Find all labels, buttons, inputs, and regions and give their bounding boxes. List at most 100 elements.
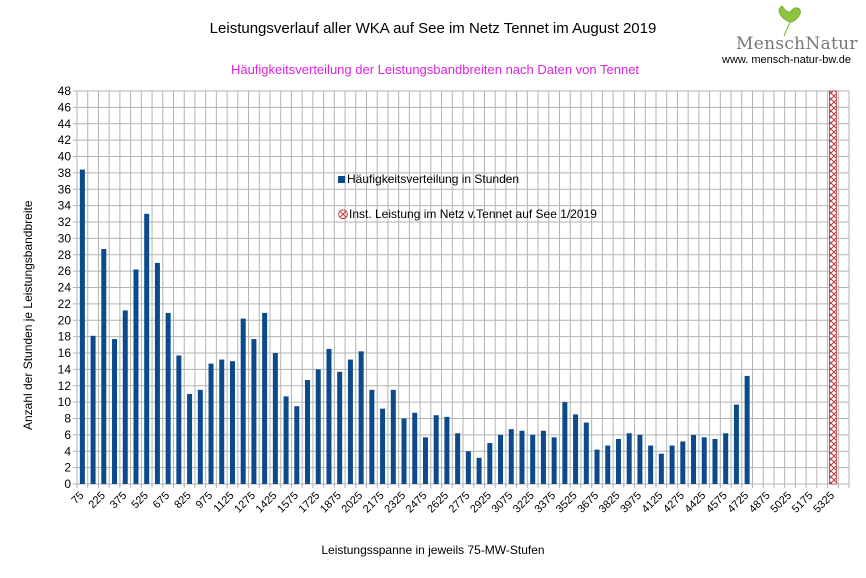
chart-title: Leistungsverlauf aller WKA auf See im Ne… bbox=[0, 20, 866, 37]
y-tick-label: 22 bbox=[58, 297, 72, 311]
y-axis-label: Anzahl der Stunden je Leistungsbandbreit… bbox=[21, 200, 35, 431]
bar bbox=[487, 443, 493, 484]
x-axis-ticks: 75 225 375 525 675 825 97511251275142515751725… bbox=[69, 490, 837, 516]
x-tick-label: 3525 bbox=[554, 490, 580, 516]
x-tick-label: 4425 bbox=[683, 490, 709, 516]
y-tick-label: 10 bbox=[58, 395, 72, 409]
x-tick-label: 4575 bbox=[704, 490, 730, 516]
y-tick-label: 18 bbox=[58, 330, 72, 344]
bar bbox=[208, 363, 214, 484]
bar bbox=[187, 393, 193, 484]
x-tick-label: 5025 bbox=[768, 490, 794, 516]
chart-subtitle: Häufigkeitsverteilung der Leistungsbandb… bbox=[230, 62, 640, 77]
bar bbox=[380, 408, 386, 484]
bar bbox=[701, 437, 707, 484]
bar bbox=[530, 434, 536, 484]
y-tick-label: 2 bbox=[64, 461, 71, 475]
bar bbox=[101, 249, 107, 484]
bar bbox=[540, 430, 546, 484]
x-tick-label: 1425 bbox=[254, 490, 280, 516]
legend-label-frequency: Häufigkeitsverteilung in Stunden bbox=[347, 172, 520, 186]
bar bbox=[412, 412, 418, 484]
bar bbox=[455, 433, 461, 484]
bar bbox=[154, 262, 160, 484]
x-axis-label: Leistungsspanne in jeweils 75-MW-Stufen bbox=[321, 543, 545, 557]
bar bbox=[79, 169, 85, 484]
bar bbox=[433, 415, 439, 484]
logo-name: MenschNatur bbox=[736, 34, 858, 54]
bar bbox=[498, 434, 504, 484]
x-tick-label: 4875 bbox=[747, 490, 773, 516]
x-tick-label: 2775 bbox=[447, 490, 473, 516]
legend-swatch-bar bbox=[338, 176, 345, 184]
x-tick-label: 2925 bbox=[468, 490, 494, 516]
bar bbox=[648, 445, 654, 484]
x-tick-label: 2025 bbox=[339, 490, 365, 516]
y-tick-label: 20 bbox=[58, 313, 72, 327]
bar bbox=[251, 339, 257, 484]
x-tick-label: 3675 bbox=[575, 490, 601, 516]
x-tick-label: 3825 bbox=[597, 490, 623, 516]
bars bbox=[79, 90, 837, 485]
y-tick-label: 24 bbox=[58, 281, 72, 295]
bar bbox=[197, 389, 203, 484]
bar bbox=[626, 433, 632, 484]
y-tick-label: 0 bbox=[64, 477, 71, 491]
x-tick-label: 5175 bbox=[790, 490, 816, 516]
logo-url: www. mensch-natur-bw.de bbox=[722, 54, 851, 66]
bar bbox=[262, 312, 268, 484]
x-tick-label: 1125 bbox=[211, 490, 236, 515]
bar bbox=[680, 441, 686, 484]
bar bbox=[294, 406, 300, 484]
legend-label-installed: Inst. Leistung im Netz v.Tennet auf See … bbox=[349, 207, 597, 221]
bar bbox=[358, 351, 364, 484]
bar bbox=[723, 433, 729, 484]
installed-capacity-bar bbox=[829, 90, 837, 485]
x-tick-label: 825 bbox=[172, 490, 193, 511]
x-tick-label: 4125 bbox=[640, 490, 666, 516]
y-tick-label: 8 bbox=[64, 412, 71, 426]
y-tick-label: 48 bbox=[58, 84, 72, 98]
x-tick-label: 3975 bbox=[618, 490, 644, 516]
x-tick-label: 4725 bbox=[725, 490, 751, 516]
x-tick-label: 3375 bbox=[532, 490, 558, 516]
y-tick-label: 36 bbox=[58, 182, 72, 196]
bar bbox=[444, 416, 450, 484]
x-tick-label: 1725 bbox=[297, 490, 323, 516]
y-axis-ticks: 0246810121416182022242628303234363840424… bbox=[58, 84, 72, 491]
x-tick-label: 2325 bbox=[382, 490, 408, 516]
bar bbox=[519, 430, 525, 484]
bar bbox=[422, 437, 428, 484]
y-tick-label: 4 bbox=[64, 444, 71, 458]
x-tick-label: 3225 bbox=[511, 490, 537, 516]
bar bbox=[465, 451, 471, 484]
y-tick-label: 44 bbox=[58, 117, 72, 131]
chart-title-text: Leistungsverlauf aller WKA auf See im Ne… bbox=[209, 20, 657, 37]
y-tick-label: 34 bbox=[58, 199, 72, 213]
bar bbox=[219, 359, 225, 484]
bar bbox=[133, 269, 139, 484]
y-tick-label: 16 bbox=[58, 346, 72, 360]
bar bbox=[305, 380, 311, 484]
y-tick-label: 38 bbox=[58, 166, 72, 180]
bar bbox=[112, 339, 118, 484]
bar bbox=[369, 389, 375, 484]
y-tick-label: 30 bbox=[58, 231, 72, 245]
bar bbox=[315, 369, 321, 484]
bar bbox=[476, 457, 482, 484]
bar bbox=[390, 389, 396, 484]
x-tick-label: 2175 bbox=[361, 490, 387, 516]
bar bbox=[691, 434, 697, 484]
y-tick-label: 40 bbox=[58, 150, 72, 164]
x-tick-label: 225 bbox=[86, 490, 107, 511]
x-tick-label: 1875 bbox=[318, 490, 344, 516]
bar bbox=[615, 438, 621, 484]
bar bbox=[401, 418, 407, 484]
legend-swatch-hatch-icon: ⨂ bbox=[338, 209, 348, 221]
legend-item-installed: ⨂Inst. Leistung im Netz v.Tennet auf See… bbox=[338, 207, 597, 221]
x-tick-label: 3075 bbox=[490, 490, 516, 516]
ginkgo-leaf-icon bbox=[778, 5, 801, 37]
bar bbox=[562, 402, 568, 484]
bar bbox=[283, 396, 289, 484]
